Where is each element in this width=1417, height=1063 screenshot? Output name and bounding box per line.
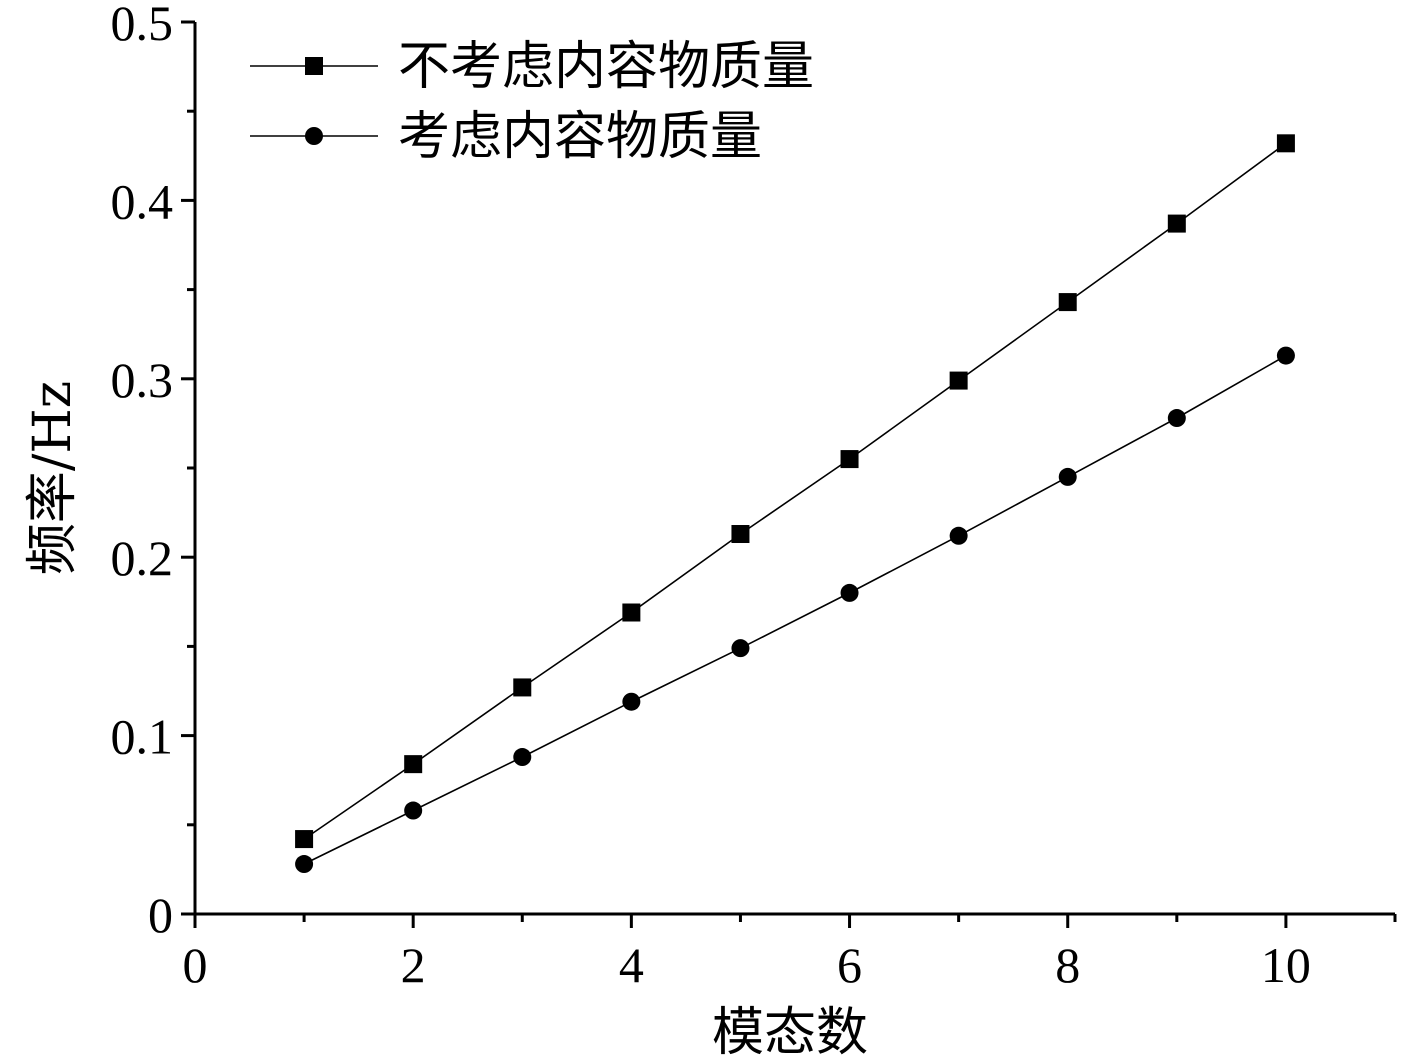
data-point: [295, 855, 314, 874]
data-point: [513, 678, 532, 697]
data-point: [731, 639, 750, 658]
y-tick-label: 0.4: [111, 173, 174, 229]
data-point: [949, 526, 968, 545]
x-tick-label: 8: [1055, 937, 1080, 993]
series-line: [303, 142, 1287, 840]
data-point: [1058, 467, 1077, 486]
x-tick-label: 4: [619, 937, 644, 993]
data-point: [622, 692, 641, 711]
x-tick-label: 2: [401, 937, 426, 993]
data-point: [295, 830, 314, 849]
series-layer: [295, 134, 1295, 874]
data-point: [731, 525, 750, 544]
data-point: [1276, 346, 1295, 365]
y-tick-label: 0.2: [111, 530, 174, 586]
data-point: [949, 371, 968, 390]
legend-item: 考虑内容物质量: [250, 107, 762, 167]
data-point: [840, 450, 859, 469]
data-point: [1167, 409, 1186, 428]
data-point: [1167, 214, 1186, 233]
data-point: [404, 801, 423, 820]
legend-marker: [305, 127, 323, 145]
data-point: [622, 603, 641, 622]
series-line: [303, 354, 1287, 865]
data-point: [404, 755, 423, 774]
data-point: [1276, 134, 1295, 153]
legend-label: 考虑内容物质量: [398, 107, 762, 167]
data-point: [513, 748, 532, 767]
data-point: [1058, 293, 1077, 312]
series-2: [295, 346, 1295, 874]
y-tick-label: 0: [148, 887, 173, 943]
x-tick-label: 0: [183, 937, 208, 993]
y-axis-label: 频率/Hz: [23, 381, 83, 575]
x-tick-label: 10: [1261, 937, 1311, 993]
axes: 0 0.1 0.2 0.3 0.4 0.5 0 2 4 6 8 10: [111, 0, 1397, 993]
legend-item: 不考虑内容物质量: [250, 37, 814, 97]
data-point: [840, 583, 859, 602]
y-tick-label: 0.1: [111, 709, 174, 765]
x-tick-label: 6: [837, 937, 862, 993]
series-1: [295, 134, 1295, 849]
y-tick-label: 0.3: [111, 352, 174, 408]
legend-label: 不考虑内容物质量: [398, 37, 814, 97]
legend-marker: [305, 57, 323, 75]
x-axis-label: 模态数: [712, 1003, 868, 1063]
y-tick-label: 0.5: [111, 0, 174, 51]
